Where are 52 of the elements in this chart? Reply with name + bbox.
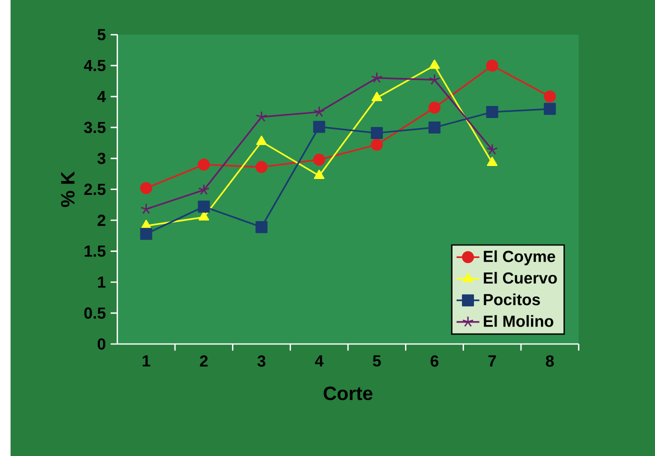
y-tick-label: 2.5 <box>84 184 106 195</box>
point <box>372 92 382 102</box>
x-tick-label: 3 <box>257 355 266 367</box>
point <box>140 228 152 240</box>
point <box>256 161 268 174</box>
point <box>256 136 267 146</box>
point <box>370 138 383 151</box>
legend-label: El Cuervo <box>484 272 557 284</box>
y-tick-label: 4.5 <box>84 60 106 72</box>
legend-label: El Coyme <box>484 250 556 266</box>
y-tick-label: 0.5 <box>84 307 106 319</box>
y-tick-label: 4 <box>97 91 106 102</box>
point <box>486 106 498 118</box>
x-tick-label: 8 <box>546 355 554 367</box>
point <box>313 120 326 133</box>
point <box>544 102 556 115</box>
x-tick-label: 2 <box>200 355 208 367</box>
x-tick-label: 4 <box>314 355 324 366</box>
point <box>256 110 268 122</box>
point <box>198 200 210 213</box>
x-axis-title: Corte <box>324 386 372 400</box>
legend-label: Pocitos <box>484 294 540 306</box>
point <box>370 127 383 140</box>
point <box>198 184 210 195</box>
point <box>313 154 326 166</box>
point <box>429 60 440 69</box>
point <box>198 211 210 221</box>
point <box>198 158 210 171</box>
point <box>544 90 556 103</box>
y-tick-label: 2 <box>98 214 106 226</box>
y-tick-label: 0 <box>98 338 106 350</box>
x-tick-label: 1 <box>142 355 150 366</box>
y-tick-label: 1.5 <box>84 246 106 257</box>
y-axis-title: % K <box>61 171 75 207</box>
point <box>140 182 152 194</box>
y-tick-label: 3 <box>97 152 106 164</box>
point <box>428 121 441 134</box>
point <box>256 221 268 234</box>
y-tick-label: 5 <box>98 29 106 40</box>
x-tick-label: 6 <box>430 355 438 367</box>
x-tick-label: 7 <box>488 355 496 366</box>
point <box>486 60 498 72</box>
point <box>314 170 324 180</box>
x-tick-label: 5 <box>372 355 381 367</box>
point <box>428 102 441 114</box>
point <box>371 72 383 83</box>
legend-label: El Molino <box>484 315 554 327</box>
point <box>486 156 498 166</box>
point <box>313 106 325 117</box>
y-tick-label: 3.5 <box>84 122 106 134</box>
y-tick-label: 1 <box>98 276 106 288</box>
point <box>428 74 440 85</box>
